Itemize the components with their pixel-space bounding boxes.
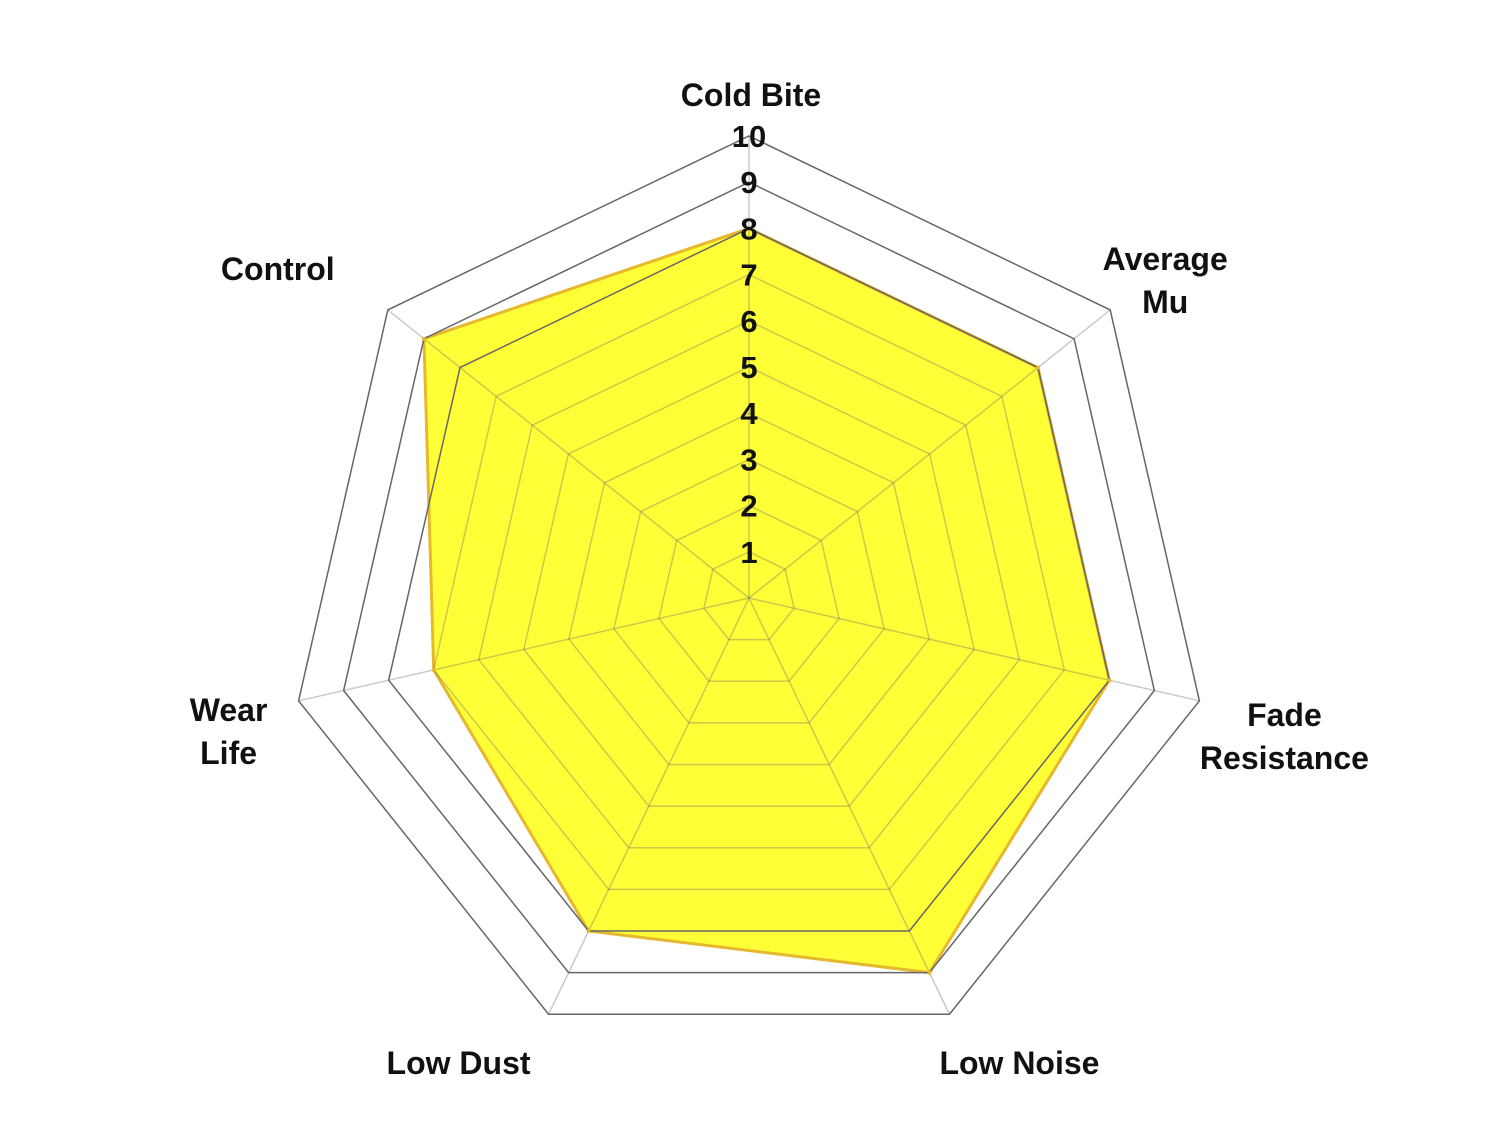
grid-ring-4 [568, 412, 930, 766]
data-point-fade-resistance [1107, 678, 1112, 683]
category-label-line: Control [221, 251, 335, 287]
category-label-line: Mu [1142, 284, 1188, 320]
tick-label: 9 [740, 165, 757, 200]
tick-label: 2 [740, 489, 757, 524]
tick-label: 4 [740, 396, 758, 431]
category-label-line: Life [200, 735, 257, 771]
category-label-low-dust: Low Dust [387, 1045, 531, 1081]
tick-label: 10 [732, 119, 766, 154]
category-label-line: Low Dust [387, 1045, 531, 1081]
grid-ring-3 [613, 458, 885, 724]
data-series-area [422, 226, 1111, 975]
category-label-low-noise: Low Noise [939, 1045, 1099, 1081]
data-point-low-noise [927, 970, 932, 975]
category-label-line: Average [1103, 241, 1228, 277]
tick-label: 5 [740, 350, 757, 385]
grid-ring-7 [432, 273, 1066, 891]
category-label-cold-bite: Cold Bite [681, 77, 821, 113]
category-label-line: Resistance [1200, 740, 1369, 776]
category-label-line: Cold Bite [681, 77, 821, 113]
data-point-cold-bite [747, 226, 751, 231]
grid-ring-1 [703, 550, 795, 641]
category-label-wear-life: Wear Life [190, 692, 268, 771]
grid-ring-10 [297, 135, 1201, 1015]
data-point-average-mu [1035, 365, 1040, 370]
grid-ring-6 [477, 319, 1021, 849]
category-label-line: Wear [190, 692, 268, 728]
tick-label: 6 [740, 304, 757, 339]
category-label-average-mu: Average Mu [1103, 241, 1228, 320]
tick-label: 8 [740, 211, 757, 246]
axis-spoke [748, 597, 1200, 702]
tick-label: 1 [740, 535, 757, 570]
category-label-line: Fade [1247, 697, 1322, 733]
category-label-line: Low Noise [939, 1045, 1099, 1081]
tick-label: 3 [740, 442, 757, 477]
axis-spoke [387, 309, 750, 599]
data-point-wear-life [431, 667, 436, 672]
category-label-fade-resistance: Fade Resistance [1200, 697, 1369, 776]
axis-spoke [298, 597, 750, 702]
grid-ring-2 [658, 504, 840, 682]
grid-ring-8 [387, 227, 1111, 932]
category-label-control: Control [221, 251, 335, 287]
axis-spoke [547, 597, 750, 1015]
axis-spoke [748, 597, 951, 1015]
data-point-control [421, 336, 426, 341]
axis-spoke [748, 309, 1111, 599]
grid-ring-5 [522, 366, 976, 807]
grid-ring-9 [342, 181, 1156, 974]
tick-label: 7 [740, 258, 757, 293]
data-point-low-dust [586, 928, 591, 933]
